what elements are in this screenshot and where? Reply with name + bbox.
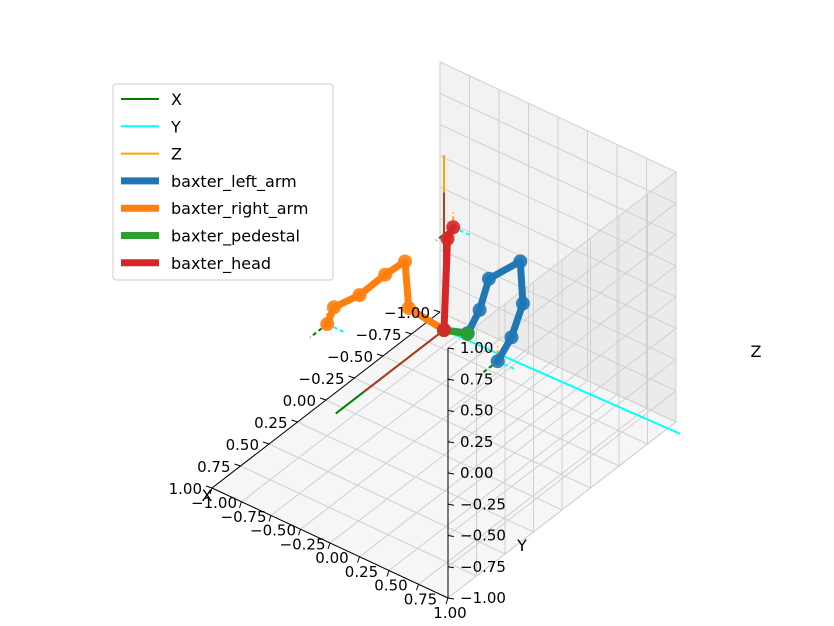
- y-tick-label: 0.25: [345, 563, 378, 581]
- y-tick-mark: [386, 570, 390, 577]
- z-tick-label: −1.00: [460, 589, 506, 607]
- y-tick-label: −0.50: [250, 522, 296, 540]
- baxter_pedestal-joint: [460, 326, 475, 341]
- x-tick-mark: [433, 309, 441, 313]
- x-tick-label: −0.75: [356, 326, 402, 344]
- baxter_left_arm-joint: [472, 302, 487, 317]
- legend-label: Y: [170, 117, 181, 136]
- legend-label: baxter_head: [171, 254, 271, 274]
- x-tick-label: 0.75: [197, 458, 230, 476]
- x-tick-label: −0.25: [299, 370, 345, 388]
- x-tick-label: −0.50: [327, 348, 373, 366]
- y-tick-label: 0.00: [315, 549, 348, 567]
- z-tick-mark: [447, 441, 455, 444]
- x-tick-label: −1.00: [384, 304, 430, 322]
- baxter_head-joint: [437, 323, 451, 337]
- y-tick-mark: [445, 597, 449, 605]
- x-tick-mark: [234, 463, 241, 467]
- x-tick-label: 1.00: [169, 480, 202, 498]
- z-tick-label: 1.00: [460, 339, 493, 357]
- baxter_right_arm-joint: [327, 300, 341, 315]
- y-tick-mark: [298, 529, 301, 536]
- legend-label: baxter_left_arm: [171, 172, 297, 192]
- baxter_left_arm-joint: [515, 296, 530, 311]
- y-tick-label: 0.50: [374, 577, 407, 595]
- y-tick-mark: [239, 501, 242, 508]
- world-x-axis-overlap: [363, 329, 445, 393]
- legend-label: baxter_right_arm: [171, 199, 308, 219]
- x-tick-mark: [205, 485, 213, 489]
- baxter_right_arm-joint: [352, 288, 367, 303]
- z-tick-label: −0.25: [460, 495, 506, 513]
- x-tick-mark: [262, 441, 270, 445]
- y-tick-mark: [327, 542, 331, 550]
- baxter_head-joint: [440, 231, 455, 246]
- legend-box: [112, 83, 334, 281]
- x-tick-mark: [348, 375, 355, 379]
- y-tick-label: −0.75: [221, 508, 267, 526]
- z-tick-mark: [447, 410, 455, 412]
- z-tick-label: 0.00: [460, 464, 493, 482]
- baxter_head-joint: [446, 220, 461, 235]
- world-y-axis: [443, 329, 681, 435]
- grid-y-line: [447, 172, 677, 599]
- grid-y-line: [329, 117, 559, 544]
- z-tick-label: 0.25: [460, 433, 493, 451]
- x-tick-label: 0.50: [226, 436, 259, 454]
- y-tick-mark: [268, 515, 272, 522]
- grid-y-line: [418, 158, 647, 585]
- baxter_left_arm-joint: [481, 271, 496, 286]
- legend-label: Z: [171, 145, 182, 164]
- baxter_left_arm-joint: [490, 354, 505, 369]
- baxter_right_arm-joint: [401, 301, 416, 316]
- legend-label: X: [171, 90, 182, 109]
- y-tick-label: −1.00: [191, 494, 237, 512]
- baxter_right_arm-joint: [320, 317, 335, 332]
- legend-label: baxter_pedestal: [171, 227, 300, 247]
- baxter_left_arm-joint: [513, 254, 528, 269]
- grid-y-line: [388, 144, 618, 571]
- z-tick-mark: [447, 347, 455, 350]
- x-tick-mark: [405, 331, 412, 335]
- x-tick-mark: [291, 419, 298, 423]
- y-tick-label: −0.25: [280, 535, 326, 553]
- z-tick-mark: [447, 597, 455, 600]
- baxter_right_arm-joint: [398, 254, 412, 269]
- z-axis-label: Z: [751, 342, 762, 361]
- z-tick-mark: [447, 378, 455, 381]
- z-tick-mark: [447, 566, 455, 569]
- x-tick-mark: [376, 353, 384, 357]
- x-tick-label: 0.25: [254, 414, 287, 432]
- y-tick-label: 0.75: [404, 590, 437, 608]
- z-tick-label: 0.50: [460, 402, 493, 420]
- y-tick-mark: [357, 556, 360, 563]
- z-tick-label: −0.50: [460, 527, 506, 545]
- z-tick-label: 0.75: [460, 370, 493, 388]
- y-axis-label: Y: [516, 536, 527, 555]
- z-tick-label: −0.75: [460, 558, 506, 576]
- z-tick-mark: [447, 472, 455, 475]
- y-tick-mark: [416, 584, 419, 591]
- z-tick-mark: [447, 535, 455, 537]
- x-axis-label: X: [202, 486, 213, 505]
- tick-labels: −1.00−0.75−0.50−0.250.000.250.500.751.00…: [169, 304, 506, 622]
- robot-chains: [320, 220, 530, 369]
- baxter_left_arm-joint: [504, 330, 519, 345]
- z-tick-mark: [447, 503, 455, 506]
- x-tick-mark: [319, 397, 327, 401]
- y-tick-label: 1.00: [433, 604, 466, 622]
- grid-y-line: [300, 103, 529, 530]
- baxter_right_arm-joint: [378, 267, 393, 282]
- x-tick-label: 0.00: [283, 392, 316, 410]
- grid-y-line: [359, 130, 588, 558]
- y-tick-mark: [209, 487, 213, 495]
